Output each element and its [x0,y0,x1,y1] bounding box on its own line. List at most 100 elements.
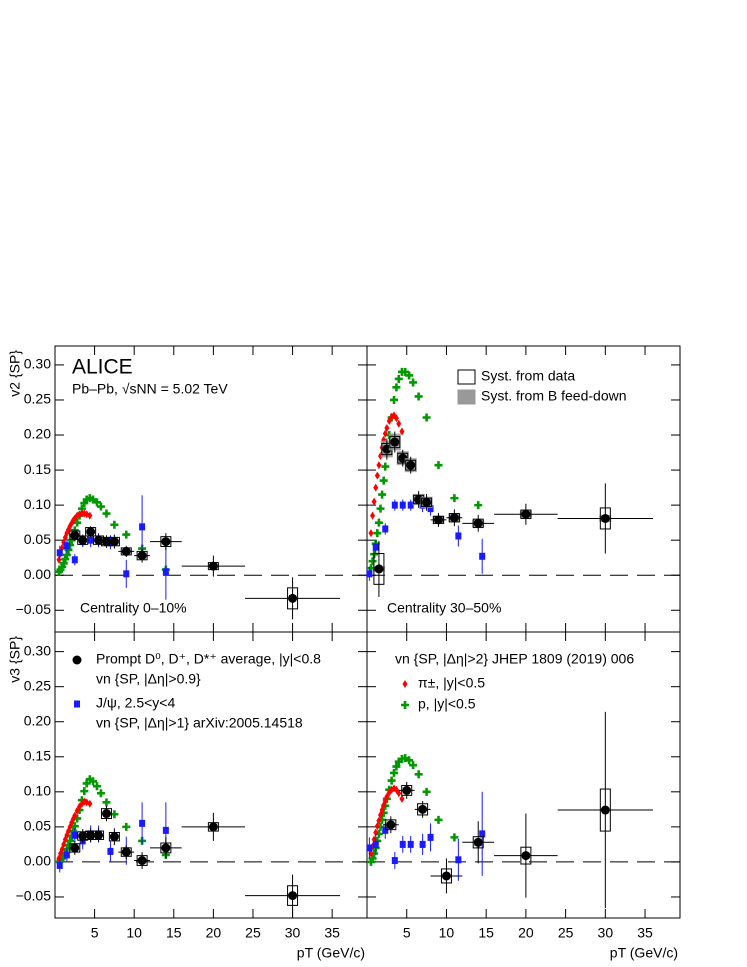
y-tick-label: 0.00 [24,853,51,869]
point [368,854,377,863]
point [368,529,374,538]
legend-title: vn {SP, |Δη|>2} JHEP 1809 (2019) 006 [395,651,634,667]
point [56,549,63,557]
point [94,830,104,840]
x-tick-label: 10 [126,925,142,941]
point [107,847,114,855]
point [161,843,171,853]
y-tick-label: 0.15 [24,461,51,477]
point [372,840,379,848]
point [382,525,389,533]
point [139,523,146,531]
y-tick-label: 0.20 [24,712,51,728]
point [63,542,70,550]
point [414,770,423,779]
point [409,378,418,387]
annotation: Pb–Pb, √sNN = 5.02 TeV [72,381,228,397]
legend-note: vn {SP, |Δη|>0.9} [96,671,201,687]
point [373,483,379,492]
point [427,505,434,513]
point [390,768,399,777]
point [73,518,82,527]
point [373,529,382,538]
y-tick-label: 0.10 [24,783,51,799]
point [418,804,428,814]
point [382,429,388,438]
point [392,762,401,771]
point [391,501,398,509]
point [376,816,382,825]
point [89,777,98,786]
point [479,830,486,838]
y-axis-label: v3 {SP} [7,636,23,683]
point [110,520,119,529]
point [399,501,406,509]
point [387,776,396,785]
point [422,497,432,507]
point [371,497,377,506]
point [441,871,451,881]
x-tick-label: 15 [166,925,182,941]
point [386,417,392,426]
point [419,840,426,848]
point [87,511,93,520]
y-tick-label: 0.25 [24,391,51,407]
point [368,557,377,566]
point [72,811,78,820]
x-axis-label: pT (GeV/c) [297,945,365,961]
point [402,785,412,795]
legend-label: π±, |y|<0.5 [418,675,485,691]
point [74,806,80,815]
legend-label: Syst. from data [481,368,575,384]
point [109,832,119,842]
point [379,476,388,485]
y-tick-label: 0.00 [24,566,51,582]
point [64,841,73,850]
point [450,833,459,842]
point [393,414,399,423]
point [396,419,402,428]
point [82,779,91,788]
y-tick-label: 0.20 [24,426,51,442]
point [384,792,390,801]
point [366,844,373,852]
point [384,424,390,433]
point [137,856,147,866]
point [122,530,131,539]
x-axis-label: pT (GeV/c) [610,945,678,961]
x-tick-label: 30 [598,925,614,941]
point [392,383,401,392]
point [405,371,414,380]
x-tick-label: 5 [403,925,411,941]
legend-label: Syst. from B feed-down [481,388,627,404]
point [433,515,443,525]
legend-marker [402,680,408,688]
point [96,789,105,798]
point [122,822,131,831]
y-tick-label: 0.05 [24,818,51,834]
point [600,805,610,815]
legend-note: vn {SP, |Δη|>1} arXiv:2005.14518 [96,715,303,731]
point [59,559,68,568]
point [92,498,101,507]
point [86,527,96,537]
annotation: Centrality 30–50% [387,600,501,616]
point [434,461,443,470]
point [434,815,443,824]
point [162,826,169,834]
point [288,891,298,901]
point [386,820,396,830]
point [479,552,486,560]
point [92,782,101,791]
point [56,861,63,869]
x-tick-label: 30 [285,925,301,941]
y-tick-label: 0.30 [24,642,51,658]
x-tick-label: 20 [518,925,534,941]
point [399,794,405,803]
point [366,570,373,578]
point [288,593,298,603]
point [381,462,390,471]
point [87,799,93,808]
point [378,490,387,499]
annotation: Centrality 0–10% [80,600,187,616]
